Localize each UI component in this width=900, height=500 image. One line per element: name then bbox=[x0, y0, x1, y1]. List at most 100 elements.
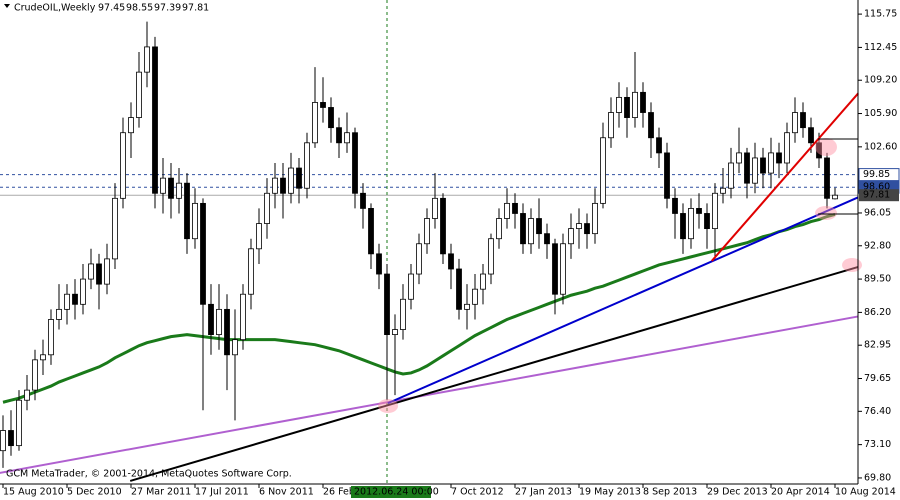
candle-body bbox=[368, 208, 374, 255]
candle-body bbox=[576, 223, 582, 230]
candle-body bbox=[160, 177, 166, 194]
candle-body bbox=[480, 273, 486, 290]
candle-body bbox=[624, 96, 630, 118]
candle-body bbox=[40, 354, 46, 361]
last-price-label: 97.81 bbox=[863, 190, 890, 201]
candle-body bbox=[408, 273, 414, 300]
y-tick-label: 115.75 bbox=[864, 9, 897, 20]
x-tick-label: 29 Dec 2013 bbox=[707, 487, 768, 498]
candle-body bbox=[520, 213, 526, 245]
price-label: 99.85 bbox=[863, 169, 890, 180]
x-tick-label: 6 Nov 2011 bbox=[259, 487, 314, 498]
x-tick-label: 10 Aug 2014 bbox=[835, 487, 896, 498]
candle-body bbox=[680, 213, 686, 240]
candle-body bbox=[48, 319, 54, 356]
candle-body bbox=[56, 308, 62, 320]
menu-arrow[interactable] bbox=[4, 4, 10, 8]
y-tick-label: 76.40 bbox=[864, 406, 891, 417]
crosshair-label: 2012.06.24 00:00 bbox=[354, 487, 439, 498]
candle-body bbox=[720, 187, 726, 194]
candle-body bbox=[536, 218, 542, 235]
candle-body bbox=[560, 243, 566, 295]
highlight bbox=[815, 138, 837, 156]
crosshair-label-box bbox=[351, 486, 431, 498]
candle-body bbox=[112, 197, 118, 260]
symbol: CrudeOIL,Weekly bbox=[14, 3, 96, 14]
candle-body bbox=[824, 157, 830, 199]
x-tick-label: 19 May 2013 bbox=[579, 487, 641, 498]
y-tick-label: 82.95 bbox=[864, 340, 891, 351]
candle-body bbox=[136, 71, 142, 118]
candle-body bbox=[104, 258, 110, 285]
candle-body bbox=[808, 127, 814, 144]
candle-body bbox=[184, 182, 190, 240]
price-label-box bbox=[858, 168, 900, 182]
last-price-box bbox=[859, 189, 899, 202]
x-tick-label: 8 Sep 2013 bbox=[643, 487, 697, 498]
candle-body bbox=[400, 298, 406, 330]
candle-body bbox=[200, 202, 206, 305]
candle-body bbox=[568, 228, 574, 245]
candle-body bbox=[328, 107, 334, 129]
candle-body bbox=[192, 202, 198, 240]
candle-body bbox=[144, 46, 150, 73]
candle-body bbox=[352, 132, 358, 194]
y-tick-label: 105.90 bbox=[864, 108, 897, 119]
candle-body bbox=[816, 142, 822, 159]
candle-body bbox=[272, 177, 278, 194]
candle-body bbox=[504, 202, 510, 219]
candle-body bbox=[592, 202, 598, 235]
candle-body bbox=[24, 389, 30, 401]
y-tick-label: 109.20 bbox=[864, 75, 897, 86]
candle-body bbox=[32, 359, 38, 391]
candle-body bbox=[80, 278, 86, 305]
candle-body bbox=[600, 137, 606, 204]
x-tick-label: 27 Jan 2013 bbox=[515, 487, 572, 498]
candle-body bbox=[760, 157, 766, 174]
copyright: GCM MetaTrader, © 2001-2014, MetaQuotes … bbox=[6, 469, 292, 480]
trendline bbox=[0, 315, 859, 474]
candle-body bbox=[248, 248, 254, 295]
candle-body bbox=[312, 102, 318, 144]
candle-body bbox=[392, 329, 398, 336]
candle-body bbox=[168, 177, 174, 199]
moving-average bbox=[2, 213, 836, 404]
candle-body bbox=[280, 177, 286, 194]
candle-body bbox=[832, 194, 838, 200]
x-tick-label: 5 Dec 2010 bbox=[67, 487, 122, 498]
candle-body bbox=[288, 167, 294, 194]
candle-body bbox=[792, 112, 798, 134]
highlight bbox=[842, 258, 862, 272]
candle-body bbox=[704, 213, 710, 230]
price-label: 98.60 bbox=[863, 182, 890, 193]
x-tick-label: 27 Mar 2011 bbox=[131, 487, 191, 498]
candle-body bbox=[8, 430, 14, 447]
trendline bbox=[711, 92, 859, 262]
candle-body bbox=[616, 96, 622, 113]
candle-body bbox=[472, 288, 478, 305]
candle-body bbox=[152, 46, 158, 194]
candle-body bbox=[496, 218, 502, 240]
highlight bbox=[815, 206, 837, 220]
candle-body bbox=[656, 137, 662, 154]
candle-body bbox=[336, 127, 342, 144]
y-tick-label: 92.80 bbox=[864, 240, 891, 251]
candle-body bbox=[232, 339, 238, 356]
candle-body bbox=[416, 243, 422, 275]
candle-body bbox=[544, 233, 550, 245]
x-tick-label: 7 Oct 2012 bbox=[451, 487, 504, 498]
y-tick-label: 86.20 bbox=[864, 307, 891, 318]
last-high: 98.55 bbox=[126, 3, 153, 14]
y-tick-label: 102.60 bbox=[864, 141, 897, 152]
x-tick-label: 15 Aug 2010 bbox=[3, 487, 64, 498]
candle-body bbox=[240, 293, 246, 341]
candle-body bbox=[296, 167, 302, 189]
candle-body bbox=[304, 142, 310, 189]
candle-body bbox=[224, 308, 230, 356]
x-tick-label: 20 Apr 2014 bbox=[771, 487, 830, 498]
candle-body bbox=[16, 399, 22, 447]
candle-body bbox=[648, 112, 654, 139]
candle-body bbox=[776, 152, 782, 164]
candle-body bbox=[800, 112, 806, 129]
